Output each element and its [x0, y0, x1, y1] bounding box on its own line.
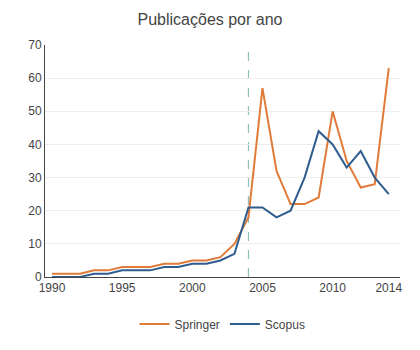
- svg-text:1995: 1995: [109, 281, 136, 295]
- svg-text:2014: 2014: [375, 281, 402, 295]
- svg-text:30: 30: [28, 171, 42, 185]
- svg-text:Scopus: Scopus: [265, 318, 305, 332]
- svg-text:10: 10: [28, 237, 42, 251]
- svg-text:2010: 2010: [319, 281, 346, 295]
- svg-text:Springer: Springer: [175, 318, 220, 332]
- svg-text:0: 0: [35, 270, 42, 284]
- svg-text:60: 60: [28, 71, 42, 85]
- svg-text:2005: 2005: [249, 281, 276, 295]
- svg-text:20: 20: [28, 204, 42, 218]
- svg-text:Publicações por ano: Publicações por ano: [138, 11, 283, 28]
- svg-text:50: 50: [28, 104, 42, 118]
- svg-text:2000: 2000: [179, 281, 206, 295]
- svg-text:40: 40: [28, 138, 42, 152]
- svg-text:1990: 1990: [39, 281, 66, 295]
- svg-text:70: 70: [28, 38, 42, 52]
